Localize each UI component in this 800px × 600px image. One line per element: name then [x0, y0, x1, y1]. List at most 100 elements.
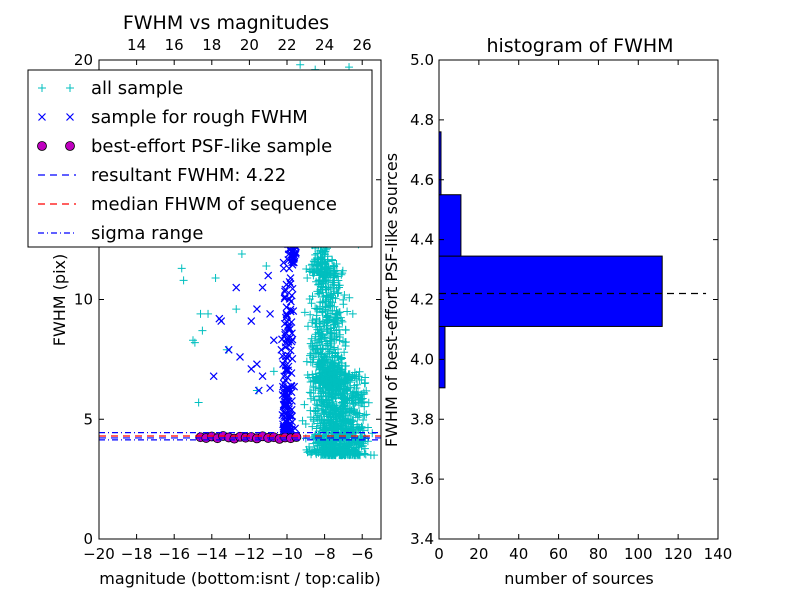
- plus-marker: [310, 267, 319, 276]
- plus-marker: [321, 306, 330, 315]
- plus-marker: [310, 257, 319, 266]
- plus-marker: [334, 288, 343, 297]
- plus-marker: [337, 316, 346, 325]
- plus-marker: [330, 421, 339, 430]
- x-marker: [284, 351, 293, 360]
- plus-marker: [315, 316, 324, 325]
- x-marker: [280, 294, 289, 303]
- x-marker: [247, 365, 256, 373]
- plus-marker: [305, 294, 314, 303]
- right-plot: 0 20 40 60 80 100 120 140 3.4 3.6 3.8 4.0 4.2 4.4 4.6…: [382, 35, 732, 588]
- left-y-tick-label: 0: [83, 530, 93, 548]
- left-y-tick-label: 20: [74, 51, 93, 69]
- left-top-tick-label: 24: [315, 36, 334, 54]
- plus-marker: [338, 365, 347, 374]
- x-marker: [247, 317, 256, 325]
- left-top-ticks: 14 16 18 20 22 24 26: [127, 36, 372, 54]
- plus-marker: [300, 308, 309, 317]
- x-marker: [285, 264, 294, 273]
- x-marker: [285, 325, 294, 334]
- plus-marker: [353, 380, 362, 389]
- x-marker: [284, 337, 293, 346]
- plus-marker: [344, 446, 353, 455]
- plus-marker: [198, 326, 207, 335]
- plus-marker: [337, 354, 346, 363]
- x-marker: [258, 372, 267, 381]
- plus-marker: [336, 416, 345, 425]
- plus-marker: [311, 377, 320, 386]
- plus-marker: [341, 414, 350, 423]
- plus-marker: [302, 357, 311, 366]
- plus-marker: [366, 451, 375, 460]
- legend-label: sigma range: [91, 223, 203, 244]
- plus-marker: [330, 343, 339, 352]
- plus-marker: [322, 407, 331, 416]
- legend-item: all sample: [38, 78, 183, 99]
- x-marker: [232, 283, 241, 292]
- right-x-tick-label: 120: [664, 545, 693, 563]
- plus-marker: [340, 439, 349, 448]
- right-x-ticks: 0 20 40 60 80 100 120 140: [434, 60, 732, 563]
- plus-marker: [316, 360, 325, 369]
- plus-marker: [304, 322, 313, 331]
- plus-marker: [361, 450, 370, 459]
- right-y-tick-label: 4.8: [410, 111, 434, 129]
- right-x-tick-label: 100: [624, 545, 653, 563]
- left-x-axis-label: magnitude (bottom:isnt / top:calib): [99, 569, 380, 588]
- x-marker: [209, 372, 218, 381]
- left-x-tick-label: −10: [271, 545, 303, 563]
- plus-marker: [341, 326, 350, 335]
- plus-marker: [310, 396, 319, 405]
- plus-marker: [309, 392, 318, 401]
- plus-marker: [329, 370, 338, 379]
- legend-label: best-effort PSF-like sample: [91, 136, 332, 157]
- plus-marker: [351, 398, 360, 407]
- left-top-tick-label: 14: [127, 36, 146, 54]
- right-y-tick-label: 4.6: [410, 171, 434, 189]
- plus-marker: [325, 347, 334, 356]
- plus-marker: [362, 410, 371, 419]
- plus-marker: [311, 319, 320, 328]
- plus-marker: [337, 270, 346, 279]
- plus-marker: [232, 305, 241, 314]
- plus-marker: [347, 406, 356, 415]
- plus-marker: [312, 277, 321, 286]
- left-chart-title: FWHM vs magnitudes: [123, 12, 329, 34]
- plus-marker: [313, 345, 322, 354]
- plus-marker: [298, 416, 307, 425]
- plus-marker: [320, 250, 329, 259]
- plus-marker: [309, 417, 318, 426]
- left-top-tick-label: 22: [277, 36, 296, 54]
- right-y-tick-label: 3.6: [410, 470, 434, 488]
- plus-marker: [312, 304, 321, 313]
- plus-marker: [204, 309, 213, 318]
- left-x-tick-label: −16: [158, 545, 190, 563]
- plus-marker: [318, 307, 327, 316]
- plus-marker: [179, 276, 188, 285]
- plus-marker: [307, 299, 316, 308]
- x-marker: [290, 382, 299, 391]
- legend-label: resultant FWHM: 4.22: [91, 165, 286, 186]
- plus-marker: [330, 273, 339, 282]
- legend-item: best-effort PSF-like sample: [37, 136, 332, 157]
- x-marker: [281, 328, 290, 337]
- plus-marker: [300, 400, 309, 409]
- x-marker: [224, 345, 233, 354]
- plus-marker: [333, 289, 342, 298]
- plus-marker: [326, 438, 335, 447]
- plus-marker: [329, 451, 338, 460]
- plus-marker: [341, 342, 350, 351]
- right-y-tick-label: 3.4: [410, 530, 434, 548]
- x-marker: [236, 353, 244, 361]
- left-x-tick-label: −14: [196, 545, 228, 563]
- plus-marker: [345, 293, 354, 302]
- plus-marker: [196, 309, 205, 318]
- plus-marker: [329, 323, 338, 332]
- plus-marker: [312, 314, 321, 323]
- plus-marker: [317, 396, 326, 405]
- plus-marker: [305, 351, 314, 360]
- legend-box: [27, 69, 373, 248]
- right-y-tick-label: 4.0: [410, 350, 434, 368]
- plus-marker: [339, 450, 348, 459]
- x-marker: [287, 318, 296, 326]
